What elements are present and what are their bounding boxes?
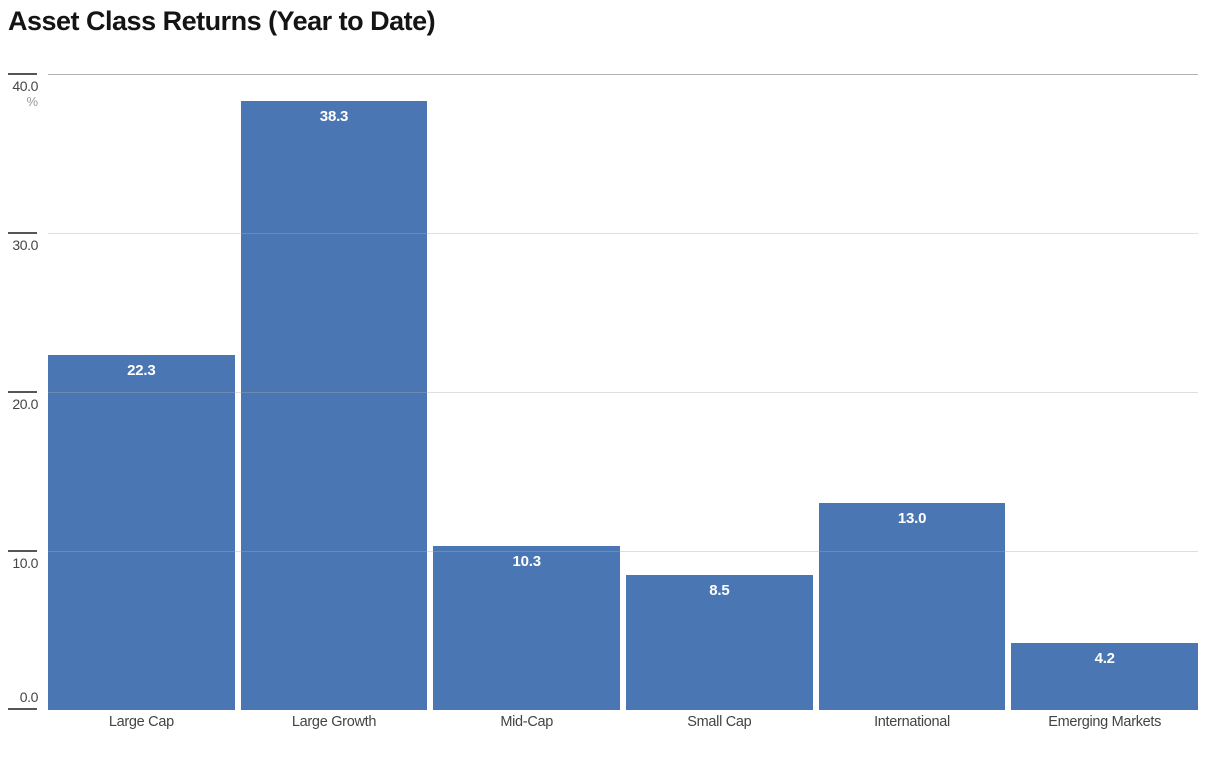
bar-large-cap: 22.3	[48, 355, 235, 710]
bar-emerging-markets: 4.2	[1011, 643, 1199, 710]
bar-value-label-international: 13.0	[897, 510, 927, 528]
y-axis-unit-label: %	[26, 94, 38, 109]
y-tick-label-40.0: 40.0%	[0, 79, 38, 110]
y-tick-mark-10.0	[8, 550, 37, 552]
y-tick-label-20.0: 20.0	[12, 396, 38, 412]
bar-value-label-mid-cap: 10.3	[512, 553, 541, 571]
bar-small-cap: 8.5	[626, 574, 813, 710]
grid-line-30.0	[48, 233, 1198, 234]
plot-top-border	[48, 74, 1198, 75]
bar-large-growth: 38.3	[240, 101, 428, 710]
x-axis-labels: Large Cap Large Growth Mid-Cap Small Cap Int…	[48, 714, 1198, 730]
y-tick-mark-40.0	[8, 73, 37, 75]
grid-line-10.0	[48, 551, 1198, 552]
chart-title: Asset Class Returns (Year to Date)	[8, 6, 436, 36]
bar-value-label-large-cap: 22.3	[127, 362, 156, 380]
category-label-international: International	[874, 714, 950, 730]
grid-line-20.0	[48, 392, 1198, 393]
category-label-emerging-markets: Emerging Markets	[1048, 714, 1162, 730]
bars-row: 22.3 38.3 10.3 8.5 13.0 4.2	[48, 74, 1199, 710]
plot-area: 22.3 38.3 10.3 8.5 13.0 4.2	[48, 74, 1199, 710]
y-tick-label-0.0: 0.0	[19, 689, 39, 705]
bar-value-label-emerging-markets: 4.2	[1094, 650, 1115, 668]
y-tick-mark-20.0	[8, 391, 37, 393]
bar-value-label-large-growth: 38.3	[319, 108, 349, 126]
bar-value-label-small-cap: 8.5	[709, 581, 730, 599]
bar-mid-cap: 10.3	[433, 546, 621, 710]
category-label-large-cap: Large Cap	[108, 714, 174, 730]
category-label-large-growth: Large Growth	[291, 714, 377, 730]
y-tick-mark-0.0	[8, 708, 37, 710]
y-tick-label-10.0: 10.0	[12, 555, 38, 571]
category-label-small-cap: Small Cap	[687, 714, 752, 730]
category-label-mid-cap: Mid-Cap	[500, 714, 554, 730]
y-tick-mark-30.0	[8, 232, 37, 234]
bar-international: 13.0	[818, 503, 1006, 710]
y-tick-label-30.0: 30.0	[12, 237, 38, 253]
